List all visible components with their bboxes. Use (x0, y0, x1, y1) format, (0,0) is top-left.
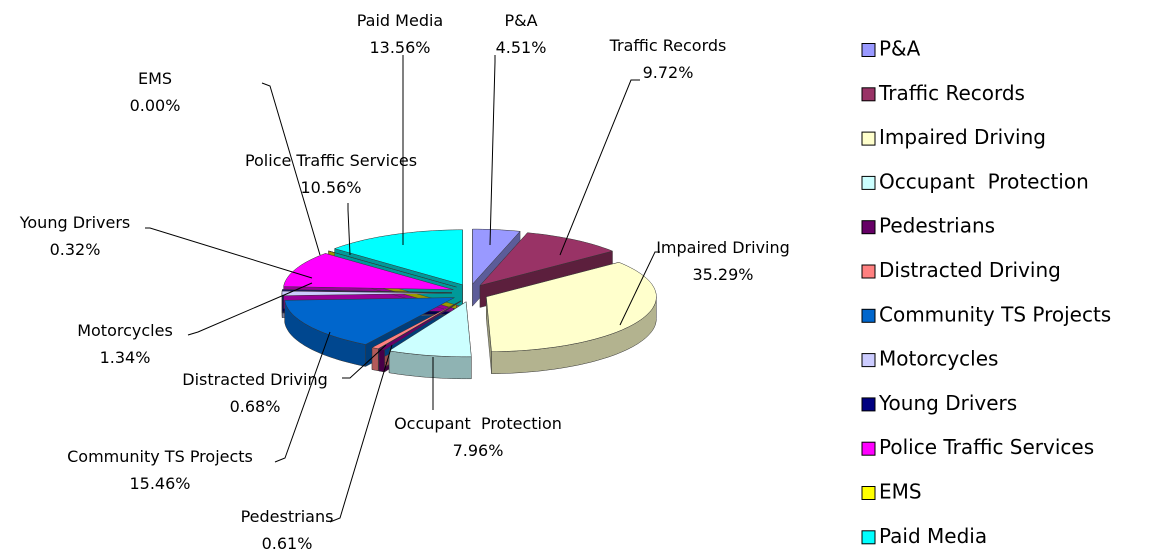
data-label: EMS 0.00% (130, 69, 181, 115)
leader-line (274, 331, 331, 463)
slice (388, 301, 472, 358)
legend-label: Motorcycles (879, 347, 998, 371)
legend-swatch (861, 486, 876, 500)
legend-swatch (861, 530, 876, 545)
legend-label: Impaired Driving (879, 125, 1046, 149)
legend-swatch (861, 220, 876, 235)
legend-swatch (861, 175, 876, 190)
legend-swatch (861, 131, 876, 146)
leader-line (342, 344, 387, 379)
label-name: Impaired Driving (656, 238, 790, 257)
label-name: Community TS Projects (67, 447, 253, 466)
leader-line (329, 344, 393, 523)
label-value: 7.96% (453, 441, 504, 460)
data-label: Police Traffic Services 10.56% (245, 151, 417, 197)
slice (281, 290, 453, 296)
label-name: Paid Media (357, 11, 443, 30)
data-label: Paid Media 13.56% (357, 11, 443, 57)
label-value: 10.56% (300, 178, 361, 197)
data-label: Impaired Driving 35.29% (656, 238, 790, 284)
data-label: Occupant Protection 7.96% (394, 414, 562, 460)
legend-swatch (861, 87, 876, 102)
legend-label: Paid Media (879, 524, 987, 548)
label-value: 0.61% (262, 534, 313, 551)
label-name: Pedestrians (241, 507, 334, 526)
label-value: 15.46% (129, 474, 190, 493)
legend-swatch (861, 264, 876, 279)
data-label: Motorcycles 1.34% (77, 321, 173, 367)
legend-label: Pedestrians (879, 214, 995, 238)
legend-label: Police Traffic Services (879, 435, 1094, 459)
legend-label: Community TS Projects (879, 302, 1111, 326)
slice-side (371, 347, 379, 372)
leader-line (261, 82, 321, 256)
label-value: 0.68% (230, 397, 281, 416)
legend-label: Traffic Records (878, 81, 1025, 105)
data-label: P&A 4.51% (496, 11, 547, 57)
slice (371, 300, 462, 350)
slice (284, 297, 455, 345)
slice-side (378, 348, 385, 373)
leader-line (187, 282, 313, 336)
data-label: Traffic Records 9.72% (609, 36, 727, 82)
slice (283, 253, 454, 290)
leader-line (559, 79, 640, 256)
legend-swatch (861, 43, 876, 57)
leader-line (619, 251, 660, 326)
label-name: Distracted Driving (182, 370, 327, 389)
leader-line (347, 203, 351, 256)
label-value: 35.29% (692, 265, 753, 284)
label-name: Police Traffic Services (245, 151, 417, 170)
data-label: Distracted Driving 0.68% (182, 370, 327, 416)
label-name: Young Drivers (19, 213, 131, 232)
data-label: Young Drivers 0.32% (19, 213, 131, 259)
legend-swatch (861, 441, 876, 456)
data-label: Pedestrians 0.61% (241, 507, 334, 551)
label-value: 1.34% (100, 348, 151, 367)
leader-line (145, 227, 313, 279)
legend-label: Young Drivers (878, 391, 1017, 415)
legend-label: EMS (879, 480, 922, 504)
slice (486, 262, 657, 352)
legend-label: Occupant Protection (879, 169, 1089, 193)
label-value: 0.00% (130, 96, 181, 115)
slice (479, 232, 614, 286)
legend-swatch (861, 308, 876, 323)
label-value: 4.51% (496, 38, 547, 57)
slice (472, 228, 521, 285)
legend-swatch (861, 353, 876, 368)
slice (328, 250, 457, 288)
label-value: 0.32% (50, 240, 101, 259)
label-name: Occupant Protection (394, 414, 562, 433)
legend-swatch (861, 397, 876, 412)
label-name: Motorcycles (77, 321, 173, 340)
legend-label: Distracted Driving (879, 258, 1061, 282)
label-name: Traffic Records (609, 36, 727, 55)
leader-line (489, 55, 496, 246)
slice (281, 289, 453, 293)
data-label: Community TS Projects 15.46% (67, 447, 253, 493)
legend-label: P&A (879, 37, 921, 61)
label-name: P&A (504, 11, 537, 30)
label-value: 9.72% (643, 63, 694, 82)
label-value: 13.56% (369, 38, 430, 57)
label-name: EMS (138, 69, 172, 88)
